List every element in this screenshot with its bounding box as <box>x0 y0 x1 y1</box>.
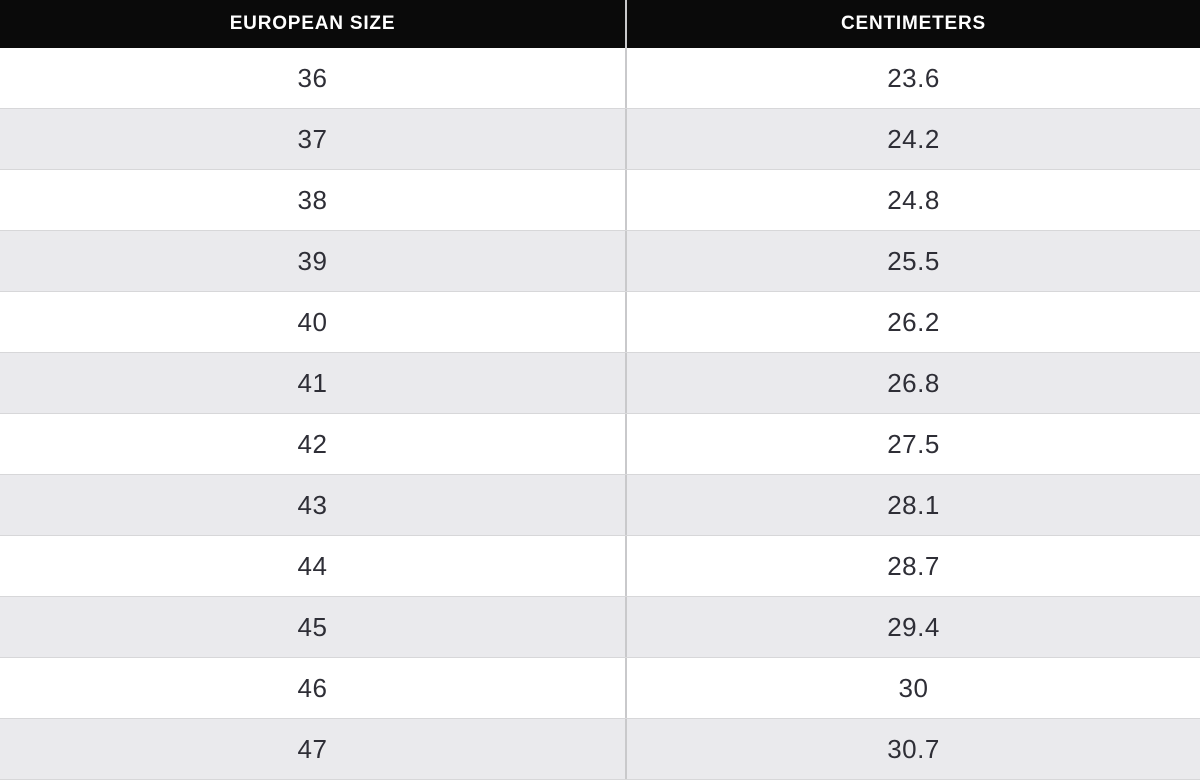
cell-european-size: 47 <box>0 719 627 779</box>
column-header-centimeters: CENTIMETERS <box>841 13 986 34</box>
table-row: 39 25.5 <box>0 231 1200 292</box>
cell-centimeters: 27.5 <box>887 428 940 459</box>
cell-centimeters: 26.2 <box>887 306 940 337</box>
cell-centimeters: 28.7 <box>887 550 940 581</box>
table-row: 38 24.8 <box>0 170 1200 231</box>
cell-centimeters: 24.8 <box>887 184 940 215</box>
cell-european-size: 40 <box>0 292 627 352</box>
cell-european-size: 39 <box>0 231 627 291</box>
cell-european-size: 41 <box>0 353 627 413</box>
cell-centimeters: 25.5 <box>887 245 940 276</box>
table-row: 40 26.2 <box>0 292 1200 353</box>
cell-centimeters: 23.6 <box>887 62 940 93</box>
cell-centimeters: 26.8 <box>887 367 940 398</box>
cell-centimeters: 29.4 <box>887 611 940 642</box>
cell-centimeters: 28.1 <box>887 489 940 520</box>
cell-european-size: 37 <box>0 109 627 169</box>
table-body: 36 23.6 37 24.2 38 24.8 39 25.5 40 26.2 … <box>0 48 1200 780</box>
cell-centimeters: 30.7 <box>887 733 940 764</box>
table-row: 46 30 <box>0 658 1200 719</box>
cell-european-size: 45 <box>0 597 627 657</box>
cell-european-size: 46 <box>0 658 627 718</box>
table-header-row: EUROPEAN SIZE CENTIMETERS <box>0 0 1200 48</box>
table-row: 45 29.4 <box>0 597 1200 658</box>
cell-european-size: 43 <box>0 475 627 535</box>
cell-centimeters: 30 <box>898 672 929 703</box>
cell-european-size: 44 <box>0 536 627 596</box>
column-header-european-size: EUROPEAN SIZE <box>0 0 627 48</box>
table-row: 47 30.7 <box>0 719 1200 780</box>
cell-european-size: 36 <box>0 48 627 108</box>
cell-european-size: 42 <box>0 414 627 474</box>
table-row: 41 26.8 <box>0 353 1200 414</box>
cell-european-size: 38 <box>0 170 627 230</box>
table-row: 44 28.7 <box>0 536 1200 597</box>
table-row: 43 28.1 <box>0 475 1200 536</box>
cell-centimeters: 24.2 <box>887 123 940 154</box>
table-row: 36 23.6 <box>0 48 1200 109</box>
table-row: 37 24.2 <box>0 109 1200 170</box>
table-row: 42 27.5 <box>0 414 1200 475</box>
